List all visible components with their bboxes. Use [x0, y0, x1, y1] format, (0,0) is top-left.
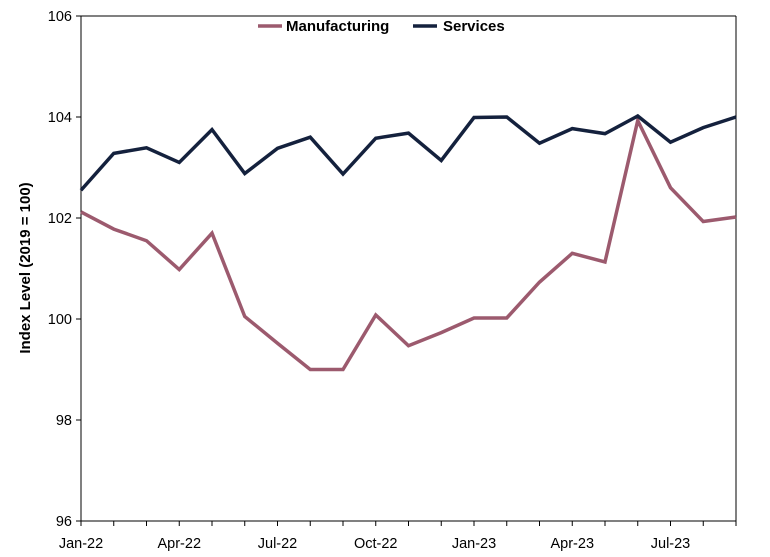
y-axis-ticks: 96 98 100 102 104 106	[48, 9, 81, 530]
x-tick-label: Jan-22	[59, 536, 103, 552]
legend-label-manufacturing: Manufacturing	[286, 18, 389, 35]
x-tick-label: Oct-22	[354, 536, 398, 552]
y-tick-label: 98	[56, 413, 72, 429]
series-line-services	[79, 113, 737, 192]
x-axis-ticks: Jan-22 Apr-22 Jul-22 Oct-22 Jan-23 Apr-23 Jul-…	[59, 521, 737, 552]
x-tick-label: Jul-23	[651, 536, 691, 552]
x-tick-label: Apr-23	[550, 536, 594, 552]
y-tick-label: 102	[48, 211, 72, 227]
y-tick-label: 104	[48, 110, 72, 126]
y-tick-label: 106	[48, 9, 72, 25]
series-layer	[79, 113, 737, 372]
plot-area	[80, 15, 737, 522]
y-tick-label: 100	[48, 312, 72, 328]
legend: Manufacturing Services	[258, 18, 505, 35]
x-tick-label: Jan-23	[452, 536, 496, 552]
x-tick-label: Jul-22	[258, 536, 298, 552]
x-tick-label: Apr-22	[157, 536, 201, 552]
series-line-manufacturing	[80, 115, 737, 372]
y-tick-label: 96	[56, 514, 72, 530]
y-axis-label: Index Level (2019 = 100)	[17, 182, 34, 353]
legend-label-services: Services	[443, 18, 505, 35]
